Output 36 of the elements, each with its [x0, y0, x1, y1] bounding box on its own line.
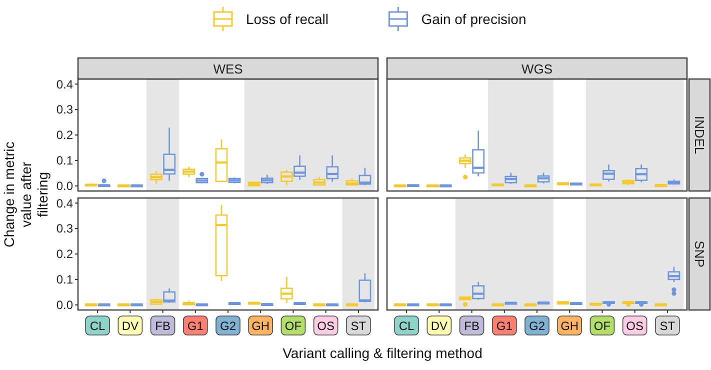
x-tick-label: G2 [528, 319, 546, 334]
y-tick-label: 0.0 [56, 179, 74, 194]
y-axis-title: Change in metric value after filtering [1, 142, 51, 248]
y-tick-label: 0.0 [56, 298, 74, 312]
y-tick-label: 0.2 [56, 247, 74, 262]
legend-label: Loss of recall [246, 10, 328, 27]
y-tick-label: 0.4 [56, 196, 74, 210]
y-tick-label: 0.1 [56, 154, 74, 168]
x-tick-label: OF [284, 319, 302, 334]
x-tick-label: G2 [220, 319, 236, 334]
x-tick-label: GH [560, 319, 579, 334]
y2-axis-title: INDEL [692, 116, 707, 154]
y-tick-label: 0.3 [56, 102, 74, 117]
x-tick-label: G1 [496, 319, 513, 334]
x-tick-label: OS [317, 319, 334, 334]
chart-title: WES [213, 62, 244, 77]
x-tick-label: ST [660, 319, 676, 334]
y2-axis-title: SNP [692, 240, 707, 268]
x-tick-label: FB [464, 319, 480, 334]
x-tick-label: DV [430, 319, 448, 334]
y-tick-label: 0.3 [56, 222, 74, 236]
x-tick-label: CL [398, 319, 415, 334]
y-tick-label: 0.4 [56, 77, 74, 92]
chart-title: WGS [521, 62, 553, 77]
x-tick-label: G1 [187, 319, 204, 334]
x-tick-label: DV [122, 319, 139, 334]
y-tick-label: 0.2 [56, 128, 74, 142]
y-tick-label: 0.1 [56, 272, 74, 287]
x-tick-label: OF [594, 319, 611, 334]
x-axis-title: Variant calling & filtering method [282, 345, 482, 361]
x-tick-label: FB [155, 319, 170, 334]
x-tick-label: CL [90, 319, 106, 334]
legend-label: Gain of precision [421, 10, 526, 27]
x-tick-label: GH [252, 319, 270, 334]
x-tick-label: OS [626, 319, 644, 334]
x-tick-label: ST [350, 319, 367, 334]
